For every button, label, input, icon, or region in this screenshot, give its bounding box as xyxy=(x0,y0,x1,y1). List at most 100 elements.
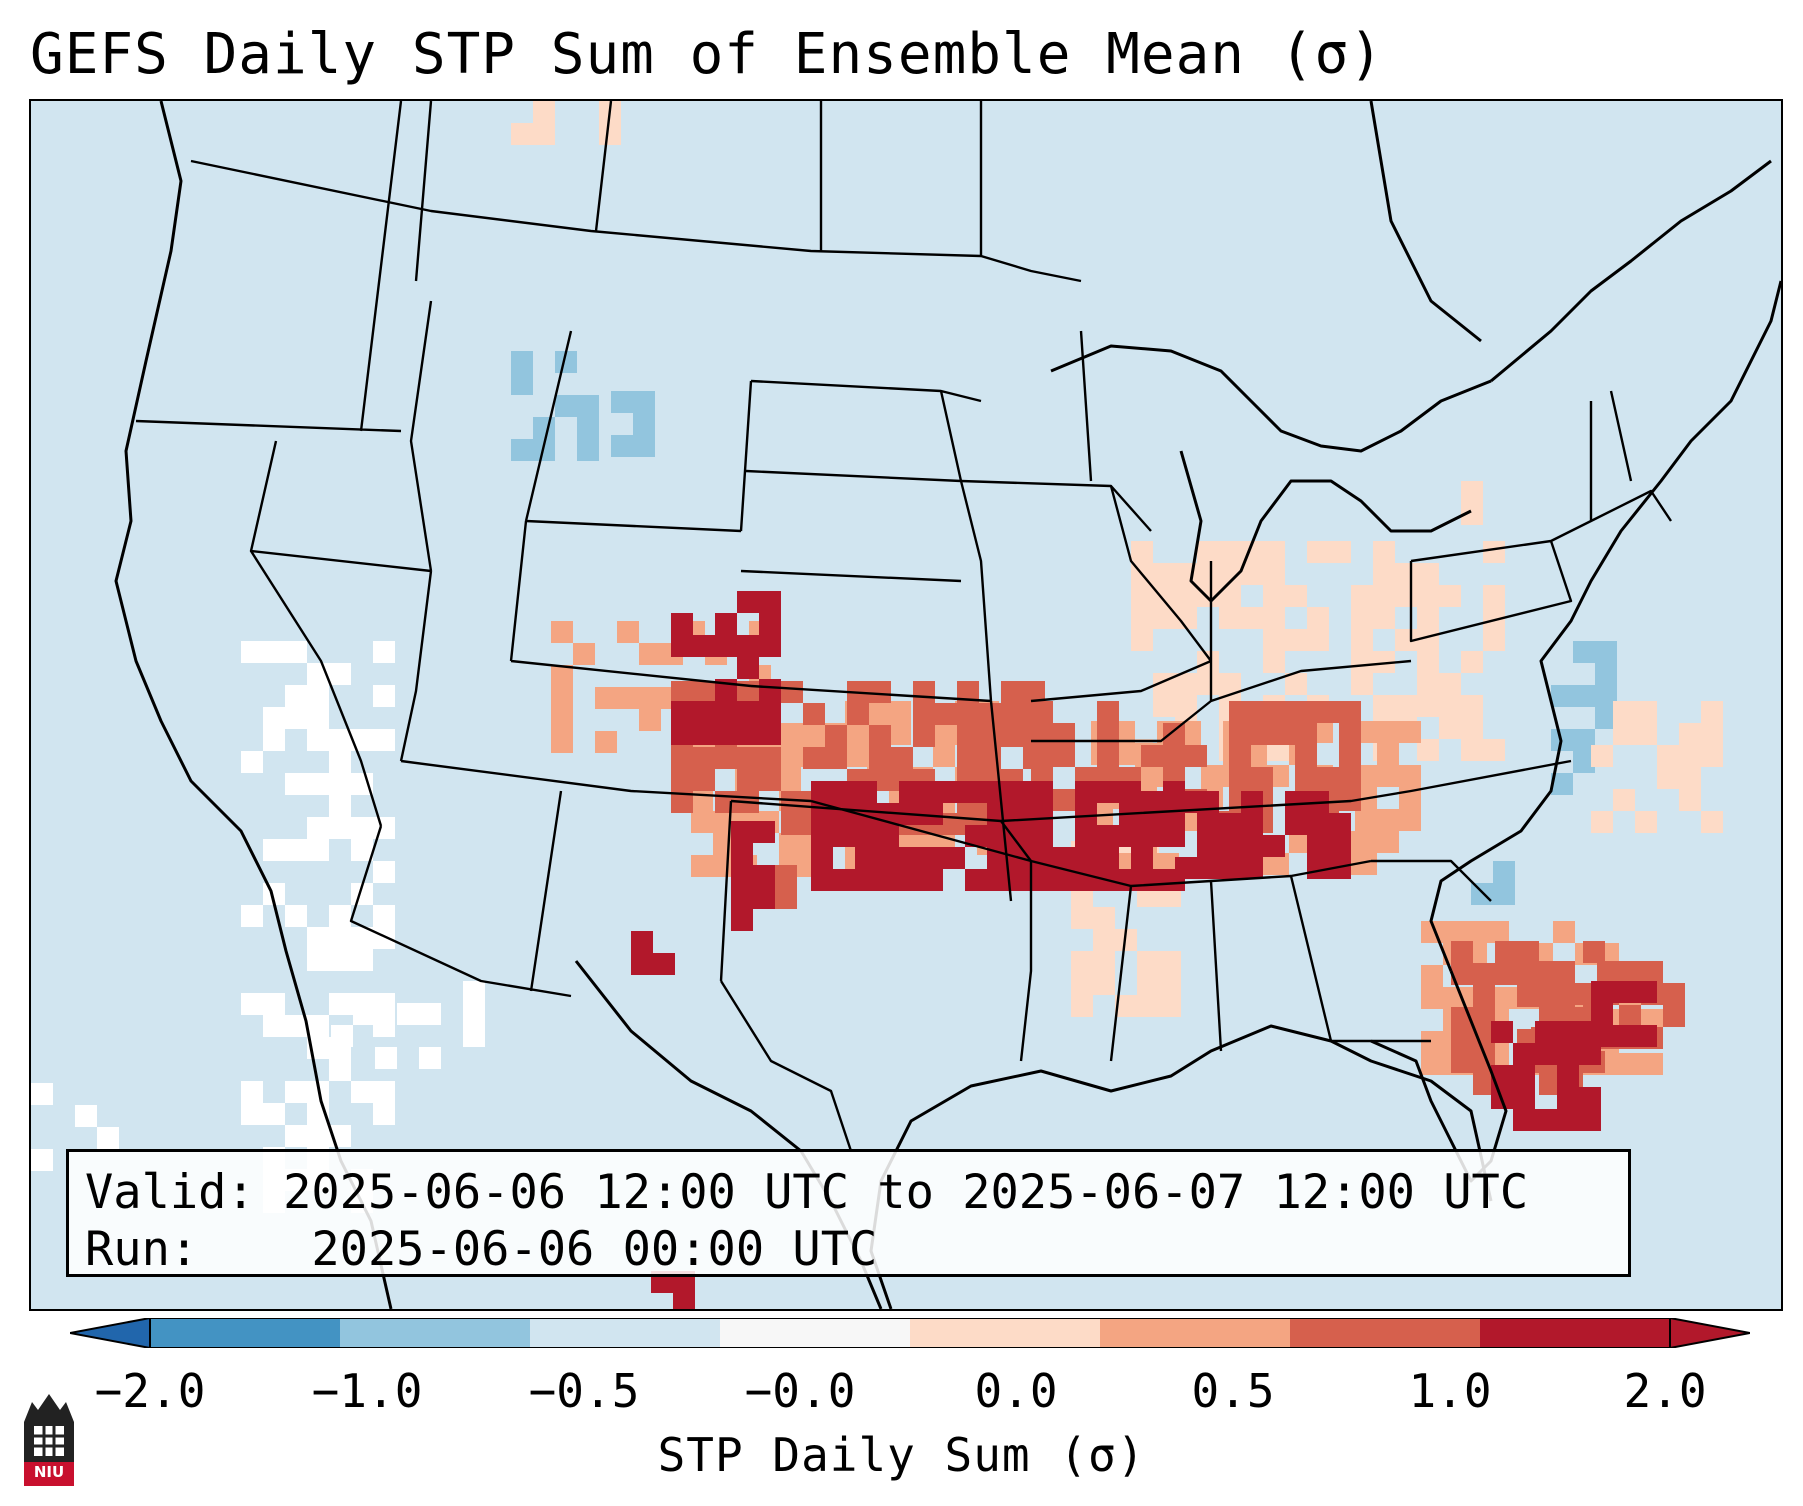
stp-cell xyxy=(921,781,943,803)
stp-cell xyxy=(1473,963,1495,985)
stp-cell xyxy=(1031,781,1053,803)
stp-cell xyxy=(1635,1025,1657,1047)
stp-cell xyxy=(759,769,781,791)
stp-cell xyxy=(97,1127,119,1149)
stp-cell xyxy=(779,767,801,789)
stp-cell xyxy=(1263,563,1285,585)
stp-cell xyxy=(1307,541,1329,563)
stp-cell xyxy=(1417,695,1439,717)
stp-cell xyxy=(1373,541,1395,563)
stp-cell xyxy=(373,685,395,707)
stp-cell xyxy=(1197,673,1219,695)
stp-cell xyxy=(639,687,661,709)
stp-cell xyxy=(943,781,965,803)
stp-cell xyxy=(1071,995,1093,1017)
stp-cell xyxy=(731,887,753,909)
stp-cell xyxy=(1493,883,1515,905)
stp-cell xyxy=(1131,791,1153,813)
southwest-states xyxy=(349,790,733,998)
stp-cell xyxy=(877,869,899,891)
stp-cell xyxy=(551,709,573,731)
colorbar-tick-label: 1.0 xyxy=(1408,1364,1492,1418)
stp-cell xyxy=(921,847,943,869)
stp-cell xyxy=(241,751,263,773)
stp-cell xyxy=(1075,781,1097,803)
stp-cell xyxy=(329,773,351,795)
stp-cell xyxy=(1443,921,1465,943)
stp-cell xyxy=(891,747,913,769)
stp-cell xyxy=(31,1083,53,1105)
stp-cell xyxy=(1619,961,1641,983)
stp-cell xyxy=(1267,853,1289,875)
stp-cell xyxy=(329,751,351,773)
stp-cell xyxy=(1399,721,1421,743)
stp-cell xyxy=(1461,503,1483,525)
stp-cell xyxy=(1329,541,1351,563)
stp-cell xyxy=(691,789,713,811)
stp-cell xyxy=(1031,869,1053,891)
stp-cell xyxy=(1635,811,1657,833)
stp-cell xyxy=(1153,813,1175,835)
canada-border xyxy=(190,159,1082,283)
stp-cell xyxy=(1701,701,1723,723)
stp-cell xyxy=(307,927,329,949)
stp-cell xyxy=(759,613,781,635)
stp-cell xyxy=(263,839,285,861)
stp-cell xyxy=(639,709,661,731)
stp-cell xyxy=(1131,585,1153,607)
stp-cell xyxy=(511,373,533,395)
stp-cell xyxy=(877,847,899,869)
stp-cell xyxy=(811,781,833,803)
stp-cell xyxy=(1421,965,1443,987)
great-lakes-outline xyxy=(1050,344,1492,603)
stp-cell xyxy=(1031,723,1053,745)
stp-cell xyxy=(693,723,715,745)
stp-cell xyxy=(1417,629,1439,651)
stp-cell xyxy=(1137,973,1159,995)
stp-cell xyxy=(1395,563,1417,585)
stp-cell xyxy=(1201,765,1223,787)
stp-cell xyxy=(1175,585,1197,607)
stp-cell xyxy=(759,635,781,657)
stp-cell xyxy=(781,791,803,813)
stp-cell xyxy=(1701,745,1723,767)
stp-cell xyxy=(1557,1065,1579,1087)
stp-cell xyxy=(913,703,935,725)
stp-cell xyxy=(691,811,713,833)
stp-cell xyxy=(1219,607,1241,629)
stp-cell xyxy=(693,701,715,723)
stp-cell xyxy=(1557,1021,1579,1043)
chart-title: GEFS Daily STP Sum of Ensemble Mean (σ) xyxy=(30,22,1384,87)
stp-cell xyxy=(671,791,693,813)
stp-cell xyxy=(693,681,715,703)
stp-cell xyxy=(965,781,987,803)
stp-cell xyxy=(307,729,329,751)
stp-cell xyxy=(1573,729,1595,751)
colorbar-segment xyxy=(530,1318,721,1348)
northeast-states xyxy=(1409,390,1672,643)
stp-cell xyxy=(1351,585,1373,607)
valid-label: Valid: xyxy=(85,1165,255,1220)
stp-cell xyxy=(1551,773,1573,795)
stp-cell xyxy=(551,687,573,709)
colorbar-tick-label: 0.5 xyxy=(1191,1364,1275,1418)
stp-cell xyxy=(987,781,1009,803)
stp-cell xyxy=(351,1081,373,1103)
stp-cell xyxy=(1595,707,1617,729)
niu-logo-text: NIU xyxy=(33,1463,65,1481)
stp-cell xyxy=(1377,765,1399,787)
colorbar-tick-label: −0.0 xyxy=(744,1364,856,1418)
stp-cell xyxy=(1657,745,1679,767)
stp-cell xyxy=(731,865,753,887)
stp-cell xyxy=(595,687,617,709)
stp-cell xyxy=(1137,995,1159,1017)
stp-cell xyxy=(329,927,351,949)
stp-cell xyxy=(373,641,395,663)
stp-cell xyxy=(1197,791,1219,813)
stp-cell xyxy=(731,843,753,865)
stp-cell xyxy=(731,909,753,931)
stp-cell xyxy=(737,635,759,657)
stp-cell xyxy=(373,1103,395,1125)
stp-cell xyxy=(1613,701,1635,723)
stp-cell xyxy=(1531,961,1553,983)
